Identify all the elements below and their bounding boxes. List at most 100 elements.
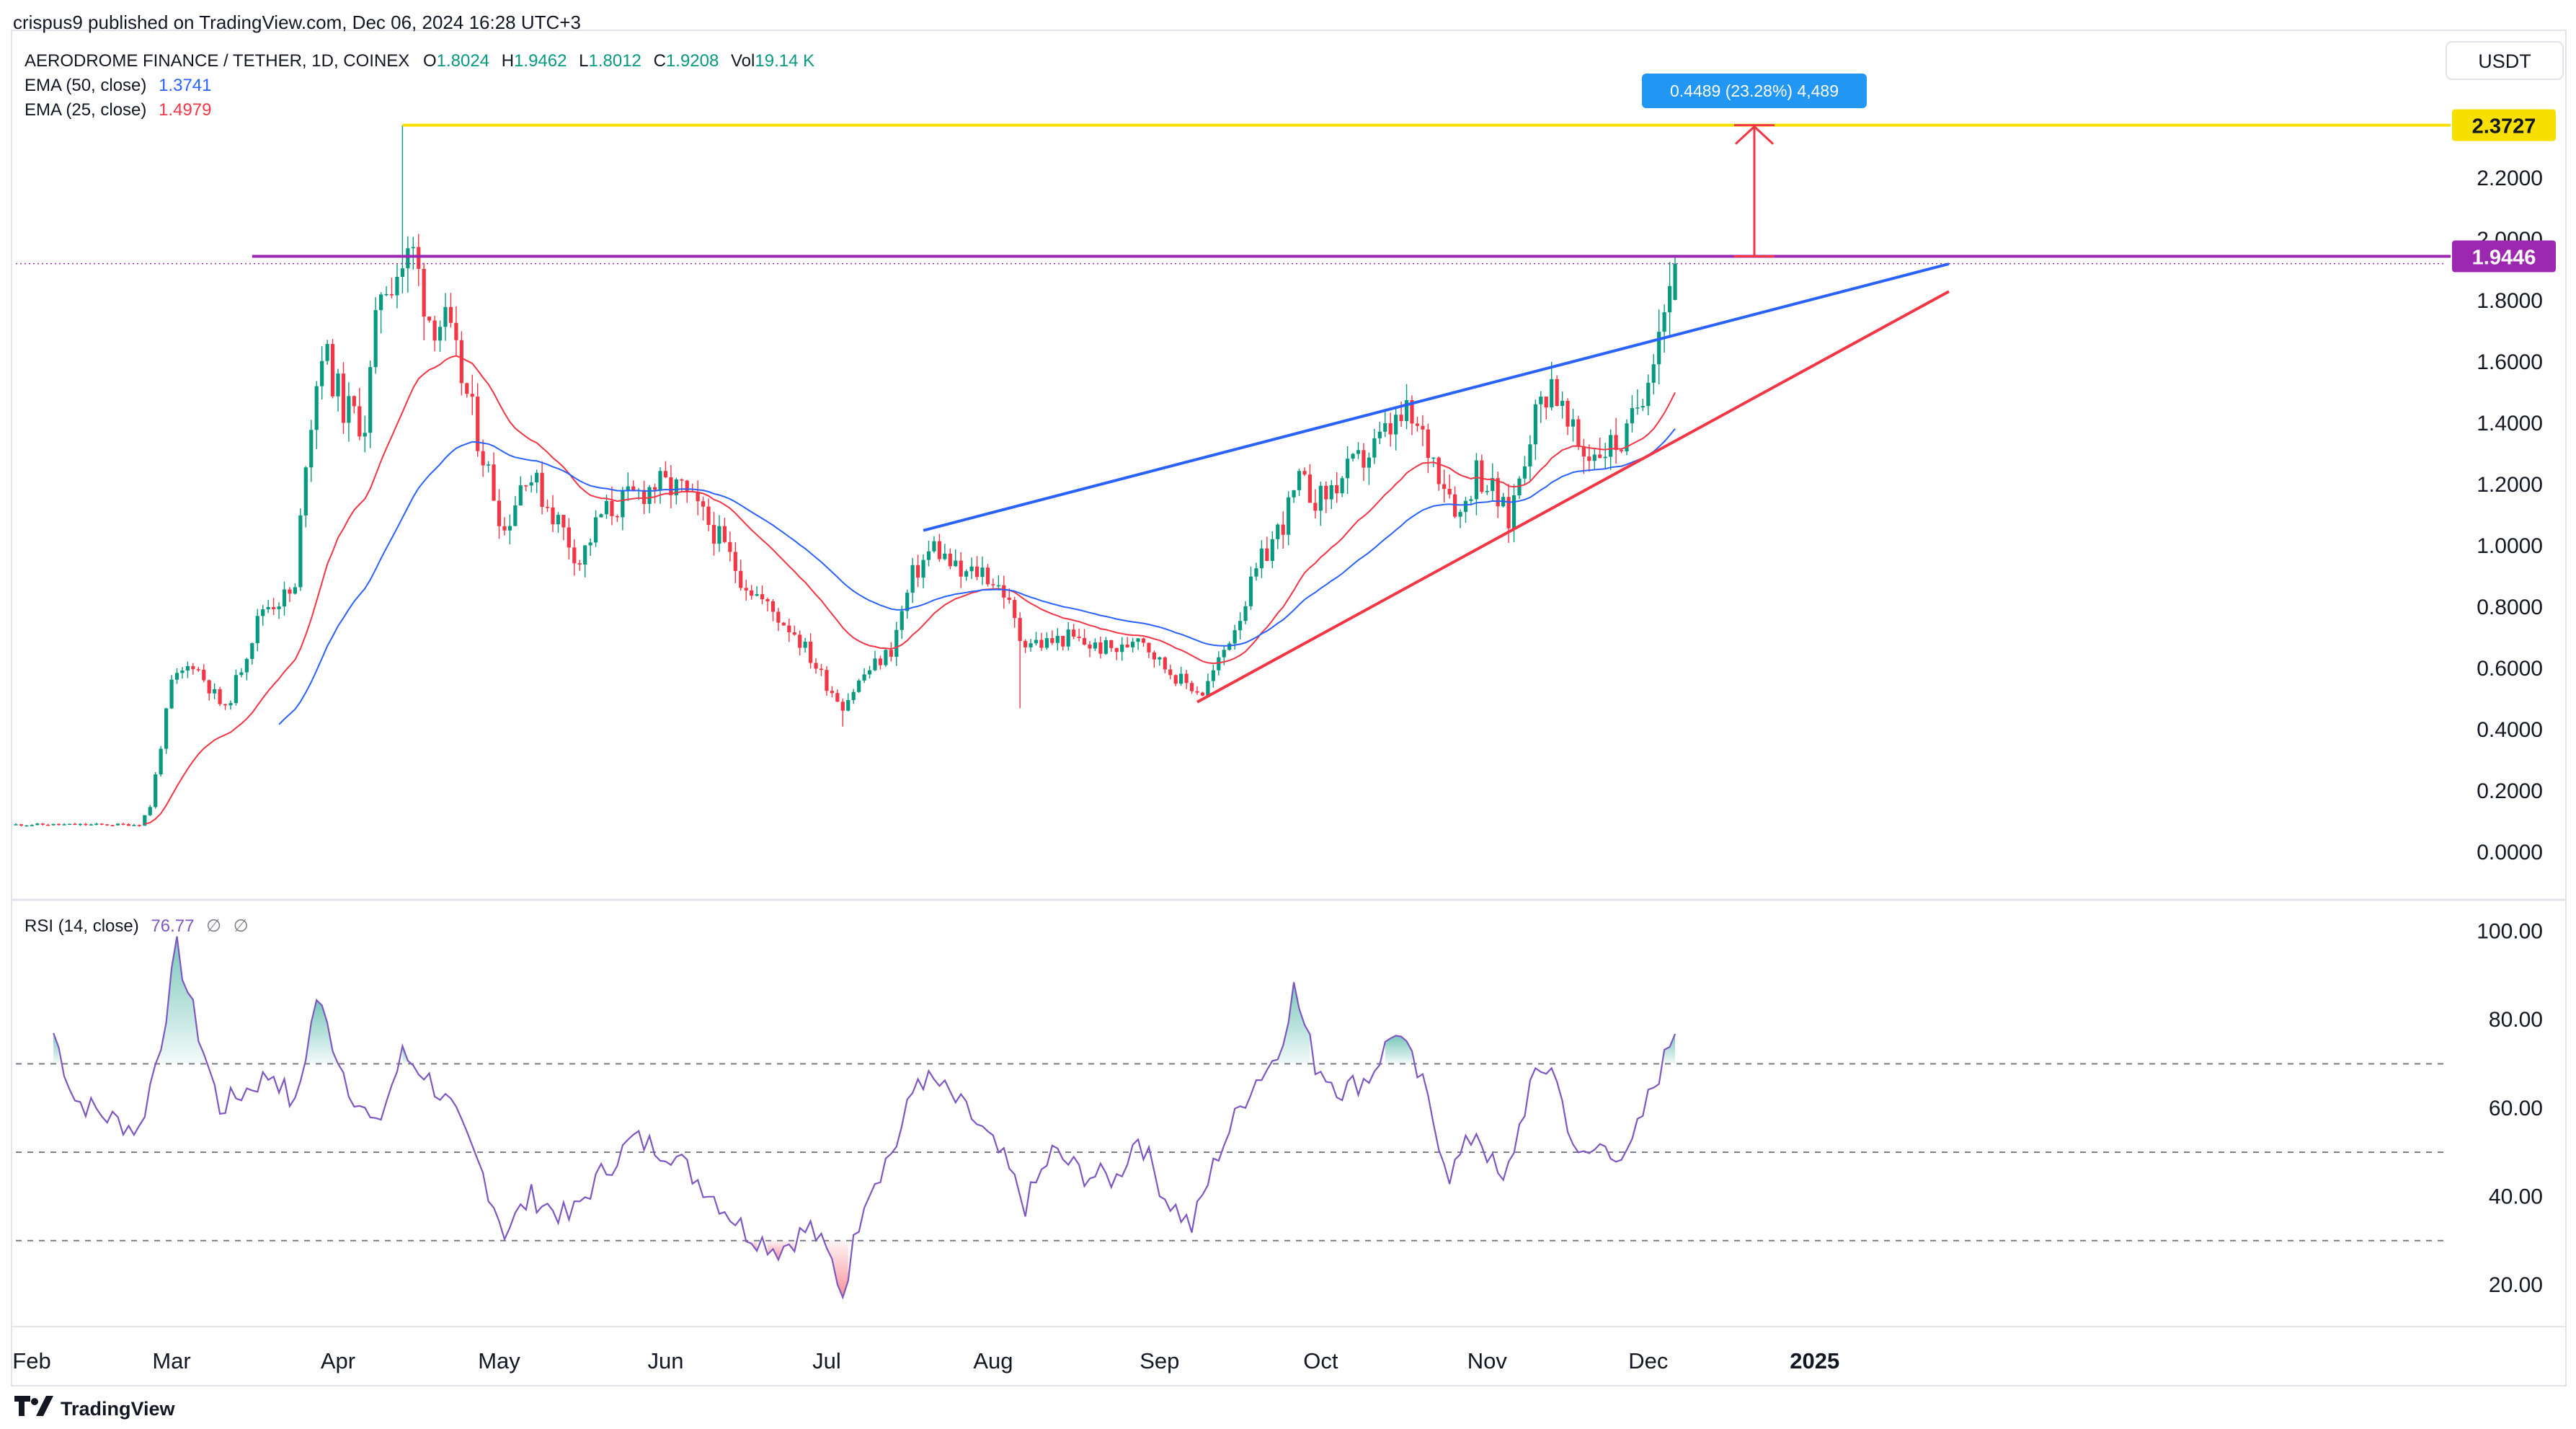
candle-up <box>507 526 512 531</box>
candle-down <box>1109 640 1114 648</box>
candle-down <box>728 541 732 552</box>
candle-up <box>303 467 308 516</box>
candle-up <box>1383 423 1387 432</box>
candle-down <box>1447 489 1452 495</box>
candle-up <box>932 541 936 552</box>
candle-up <box>1318 485 1323 511</box>
open-label: O <box>423 51 437 71</box>
candle-down <box>701 501 706 507</box>
candle-down <box>937 541 941 559</box>
candle-up <box>443 306 448 327</box>
volume-value: 19.14 K <box>755 51 814 71</box>
candle-up <box>94 823 99 825</box>
candle-down <box>454 322 458 340</box>
time-tick-label: Feb <box>12 1348 50 1373</box>
candle-down <box>207 680 211 694</box>
candle-up <box>1625 423 1629 451</box>
symbol-title: AERODROME FINANCE / TETHER, 1D, COINEX <box>25 51 409 71</box>
candle-down <box>202 669 206 681</box>
candle-up <box>261 609 265 616</box>
candle-up <box>857 680 861 692</box>
candle-down <box>1077 637 1081 638</box>
ema25-label: EMA (25, close) <box>25 100 146 120</box>
candle-up <box>277 606 281 609</box>
ema50-legend[interactable]: EMA (50, close) 1.3741 <box>25 76 211 95</box>
candle-up <box>154 774 158 808</box>
upper-wedge-line <box>923 262 1950 532</box>
time-tick-label: Sep <box>1140 1348 1179 1373</box>
rsi-tick-label: 40.00 <box>2489 1185 2543 1208</box>
ema25-legend[interactable]: EMA (25, close) 1.4979 <box>25 100 211 120</box>
candle-down <box>985 567 990 585</box>
candle-down <box>465 383 469 394</box>
candle-up <box>234 675 239 704</box>
time-tick-label: Apr <box>321 1348 355 1373</box>
candle-down <box>878 658 883 665</box>
candle-down <box>652 487 657 490</box>
candle-down <box>1281 524 1285 535</box>
tv-logo-dot <box>31 1398 38 1405</box>
candle-down <box>497 500 502 526</box>
candle-up <box>180 671 185 673</box>
candle-down <box>991 584 995 585</box>
candle-down <box>765 599 770 601</box>
candle-up <box>658 471 662 490</box>
rsi-overbought-fill <box>161 936 204 1064</box>
candle-up <box>62 824 66 826</box>
candle-up <box>384 293 388 296</box>
candle-up <box>1093 642 1098 649</box>
na-symbol-2: ∅ <box>234 916 249 936</box>
candle-up <box>513 505 518 526</box>
candle-up <box>1276 524 1280 539</box>
candle-up <box>115 823 120 826</box>
candle-down <box>1114 647 1119 652</box>
candle-down <box>615 516 619 518</box>
candle-down <box>959 560 963 577</box>
candle-up <box>169 679 174 709</box>
candle-down <box>776 611 781 623</box>
candle-up <box>594 517 598 543</box>
candle-down <box>191 665 195 670</box>
candle-up <box>255 616 259 644</box>
candle-down <box>577 563 582 565</box>
volume-label: Vol <box>731 51 755 71</box>
candle-up <box>406 248 410 269</box>
candle-up <box>1458 512 1462 517</box>
drawings-layer[interactable] <box>16 123 2451 704</box>
candle-up <box>954 560 958 567</box>
price-tick-label: 0.2000 <box>2477 779 2543 803</box>
candle-down <box>288 589 292 594</box>
candle-down <box>470 394 474 397</box>
candle-down <box>540 472 544 508</box>
candle-down <box>1581 446 1586 457</box>
candle-up <box>1646 382 1651 407</box>
candle-down <box>610 500 614 516</box>
candle-up <box>846 699 850 711</box>
rsi-legend[interactable]: RSI (14, close) 76.77 ∅ ∅ <box>25 916 249 936</box>
candle-up <box>438 327 443 341</box>
candle-down <box>1506 497 1511 528</box>
candle-up <box>529 482 533 486</box>
candle-up <box>1635 407 1640 409</box>
candle-up <box>1592 454 1596 461</box>
candle-up <box>873 658 877 671</box>
candle-up <box>1120 644 1124 652</box>
rsi-line <box>53 936 1676 1300</box>
tradingview-logo: TradingView <box>14 1396 176 1420</box>
candle-down <box>974 566 980 578</box>
rsi-value: 76.77 <box>151 916 194 936</box>
candle-down <box>524 485 528 487</box>
tv-logo-slash <box>36 1396 53 1416</box>
rsi-axis[interactable]: 20.00 40.00 60.00 80.00 100.00 <box>2477 920 2543 1297</box>
rsi-pane <box>16 936 2443 1300</box>
candle-down <box>1335 485 1339 494</box>
currency-button[interactable] <box>2446 41 2564 80</box>
candle-up <box>1066 629 1070 647</box>
candle-down <box>798 634 802 648</box>
time-axis[interactable]: Feb Mar Apr May Jun Jul Aug Sep Oct Nov Dec 2025 <box>12 1348 1839 1373</box>
low-value: 1.8012 <box>589 51 641 71</box>
candle-down <box>357 406 362 437</box>
candle-down <box>40 823 45 825</box>
candle-up <box>803 641 807 648</box>
